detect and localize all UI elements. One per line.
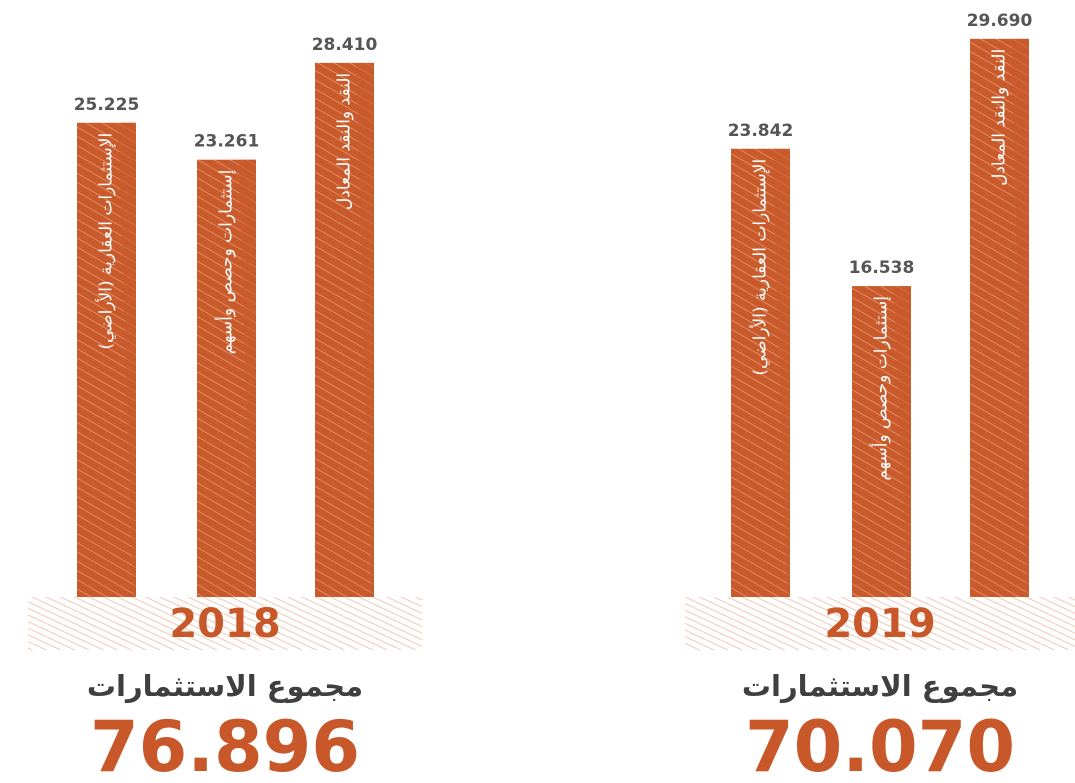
- value-label: 25.225: [74, 95, 140, 115]
- category-label: إستثمارات وحصص وأسهم: [215, 170, 237, 355]
- category-label: النقد والنقد المعادل: [335, 73, 355, 210]
- value-label: 16.538: [849, 258, 915, 278]
- bar-shade: [893, 286, 911, 597]
- bar-shade: [118, 122, 136, 598]
- value-label: 28.410: [312, 35, 378, 55]
- ground-band: [685, 597, 1075, 650]
- total-title: مجموع الاستثمارات: [87, 669, 363, 703]
- category-label: إستثمارات وحصص وأسهم: [870, 296, 892, 481]
- bar-shade: [238, 159, 256, 597]
- total-title: مجموع الاستثمارات: [742, 669, 1018, 703]
- value-label: 23.842: [728, 121, 794, 141]
- ground-band: [28, 597, 422, 650]
- value-label: 29.690: [967, 11, 1033, 31]
- category-label: الإستثمارات العقارية (الأراضي): [96, 133, 117, 350]
- bar-shade: [772, 148, 790, 598]
- total-value: 76.896: [90, 706, 360, 783]
- value-label: 23.261: [194, 132, 260, 152]
- bar-shade: [1011, 38, 1029, 597]
- bar-shade: [356, 62, 374, 598]
- total-value: 70.070: [745, 706, 1015, 783]
- year-label: 2018: [169, 601, 280, 647]
- year-label: 2019: [824, 601, 935, 647]
- category-label: النقد والنقد المعادل: [990, 49, 1010, 186]
- category-label: الإستثمارات العقارية (الأراضي): [750, 159, 771, 376]
